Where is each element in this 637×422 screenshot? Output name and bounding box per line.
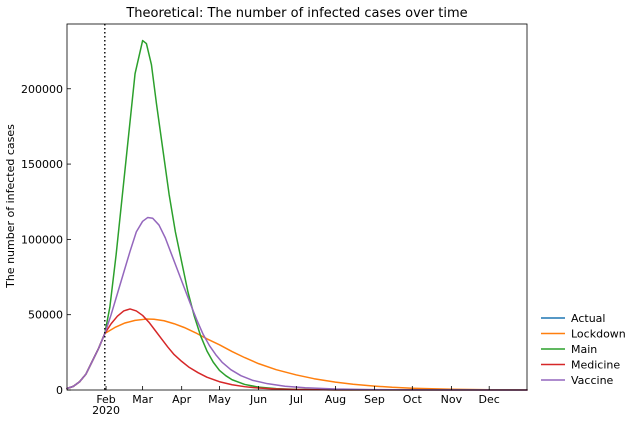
x-tick-label: Feb: [96, 393, 115, 406]
x-tick-label: Sep: [364, 393, 385, 406]
x-year-label: 2020: [92, 404, 120, 417]
plot-area: [66, 24, 528, 391]
y-tick-label: 100000: [21, 233, 63, 246]
x-tick-label: Nov: [441, 393, 463, 406]
x-tick-label: Aug: [325, 393, 346, 406]
legend: Actual Lockdown Main Medicine Vaccine: [541, 312, 626, 387]
x-tick-label: Apr: [172, 393, 192, 406]
legend-label-actual: Actual: [571, 312, 605, 325]
y-tick-label: 0: [56, 384, 63, 397]
x-tick-label: Dec: [479, 393, 500, 406]
x-tick-label: Mar: [132, 393, 153, 406]
legend-label-medicine: Medicine: [571, 359, 620, 372]
y-tick-label: 50000: [28, 309, 63, 322]
axes: 0 50000 100000 150000 200000 Feb Mar Apr May Jun J…: [21, 23, 528, 417]
y-tick-label: 200000: [21, 83, 63, 96]
y-axis-label: The number of infected cases: [4, 124, 17, 289]
x-tick-label: Jun: [249, 393, 267, 406]
x-tick-label: Jul: [289, 393, 303, 406]
y-tick-label: 150000: [21, 158, 63, 171]
legend-label-main: Main: [571, 343, 597, 356]
series-line-main: [66, 39, 528, 391]
x-tick-label: May: [208, 393, 231, 406]
series-line-lockdown: [66, 318, 528, 391]
series-line-vaccine: [66, 216, 528, 391]
legend-label-lockdown: Lockdown: [571, 328, 626, 341]
plot-frame: [66, 23, 528, 391]
chart-title: Theoretical: The number of infected case…: [125, 6, 467, 21]
series-line-actual: [66, 332, 106, 390]
legend-label-vaccine: Vaccine: [571, 374, 614, 387]
series-line-medicine: [66, 308, 528, 391]
x-tick-label: Oct: [403, 393, 423, 406]
